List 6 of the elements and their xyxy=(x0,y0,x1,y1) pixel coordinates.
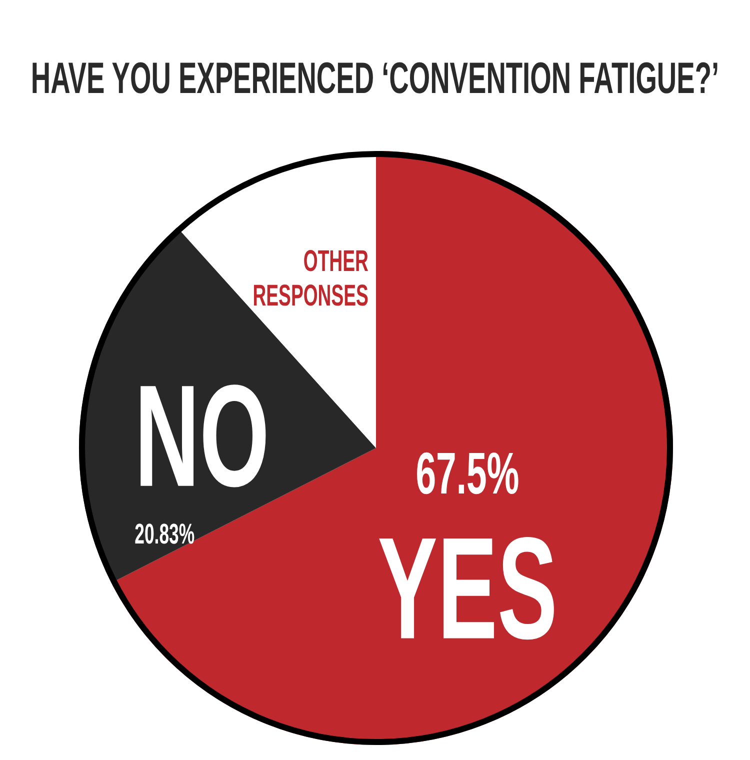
slice-label: NO xyxy=(134,354,270,518)
chart-title: HAVE YOU EXPERIENCED ‘CONVENTION FATIGUE?’ xyxy=(30,54,720,104)
slice-label: OTHER RESPONSES xyxy=(252,244,368,313)
data-label: 67.5% xyxy=(416,442,520,507)
slice-label: YES xyxy=(378,507,558,670)
data-label: 20.83% xyxy=(134,519,195,551)
